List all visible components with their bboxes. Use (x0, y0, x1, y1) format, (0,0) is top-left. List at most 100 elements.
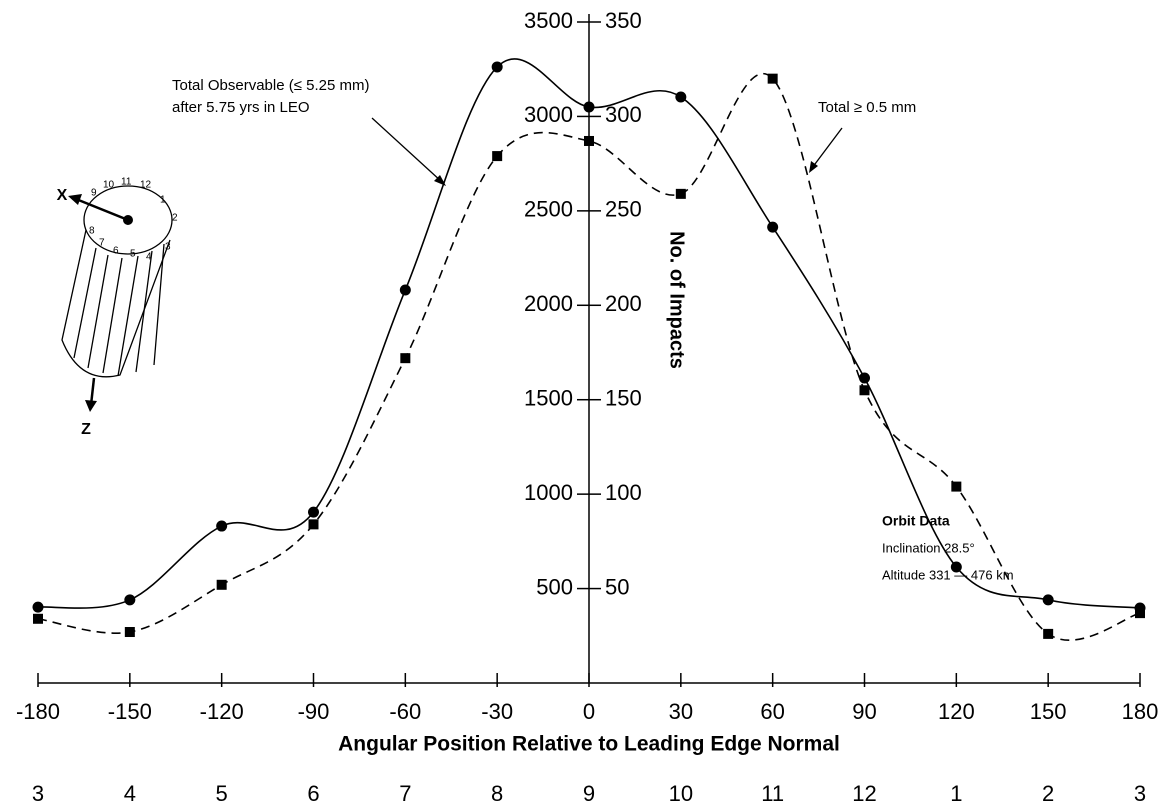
panel-number: 7 (99, 238, 105, 249)
x-axis-title: Angular Position Relative to Leading Edg… (338, 733, 840, 756)
marker (399, 284, 411, 296)
marker (124, 627, 135, 638)
marker (33, 613, 43, 624)
panel-label: 9 (583, 781, 595, 806)
center-dot (123, 215, 133, 225)
y-tick-label: 3500 (524, 8, 573, 33)
panel-number: 4 (146, 252, 152, 263)
panel-label: 4 (124, 781, 136, 806)
annotation: Total Observable (≤ 5.25 mm) (172, 77, 369, 94)
marker (950, 561, 962, 573)
marker (859, 385, 870, 396)
x-tick-label: 180 (1122, 699, 1159, 724)
y2-tick-label: 300 (605, 102, 642, 127)
cylinder-diagram (61, 185, 173, 406)
x-tick-label: 30 (669, 699, 693, 724)
panel-number: 11 (121, 177, 132, 188)
arrow (811, 127, 843, 169)
y-tick-label: 500 (536, 574, 573, 599)
panel-number: 2 (172, 213, 178, 224)
panel-label: 1 (950, 781, 962, 806)
marker (859, 372, 870, 384)
annotation: Orbit Data (882, 513, 950, 529)
y-tick-label: 1500 (524, 386, 573, 411)
panel-number: 5 (130, 249, 136, 260)
marker (492, 151, 503, 162)
marker (216, 579, 227, 590)
x-tick-label: -120 (200, 699, 244, 724)
arrow-head (809, 161, 818, 173)
y2-tick-label: 200 (605, 291, 642, 316)
annotation: Altitude 331 — 476 km (882, 567, 1014, 582)
marker (308, 519, 319, 530)
marker (767, 73, 778, 84)
marker (124, 594, 136, 606)
y2-tick-label: 350 (605, 8, 642, 33)
panel-number: 1 (160, 195, 166, 206)
x-tick-label: 60 (760, 699, 784, 724)
annotation: Total ≥ 0.5 mm (818, 99, 916, 116)
x-tick-label: 150 (1030, 699, 1067, 724)
axis-label: X (57, 187, 68, 204)
panel-number: 8 (89, 226, 95, 237)
y-tick-label: 2000 (524, 291, 573, 316)
x-tick-label: -180 (16, 699, 60, 724)
x-tick-label: -90 (298, 699, 330, 724)
panel-label: 3 (1134, 781, 1146, 806)
panel-label: 5 (216, 781, 228, 806)
marker (584, 135, 594, 146)
marker (491, 61, 503, 73)
panel-label: 12 (852, 781, 876, 806)
marker (583, 101, 595, 113)
x-tick-label: -60 (389, 699, 421, 724)
panel-number: 12 (140, 180, 152, 191)
y-tick-label: 3000 (524, 102, 573, 127)
marker (308, 506, 319, 518)
y-axis-title: No. of Impacts (666, 231, 688, 369)
panel-lines (73, 243, 165, 377)
cylinder-top (83, 185, 173, 255)
y-tick-label: 2500 (524, 197, 573, 222)
panel-label: 11 (761, 781, 784, 806)
arrow-head (68, 194, 82, 205)
arrow (371, 117, 443, 183)
x-tick-label: 90 (852, 699, 876, 724)
annotation: Inclination 28.5° (882, 540, 975, 555)
y2-tick-label: 50 (605, 574, 629, 599)
marker (675, 91, 687, 103)
annotation: after 5.75 yrs in LEO (172, 99, 310, 116)
y2-tick-label: 150 (605, 386, 642, 411)
marker (767, 221, 779, 233)
x-tick-label: 0 (583, 699, 595, 724)
panel-label: 10 (669, 781, 693, 806)
x-tick-label: -30 (481, 699, 513, 724)
y-tick-label: 1000 (524, 480, 573, 505)
x-tick-label: -150 (108, 699, 152, 724)
z-arrow (89, 377, 96, 406)
series-line (37, 58, 1141, 609)
y2-tick-label: 100 (605, 480, 642, 505)
panel-number: 10 (103, 180, 115, 191)
y2-tick-label: 250 (605, 197, 642, 222)
panel-label: 2 (1042, 781, 1054, 806)
marker (1043, 628, 1054, 639)
panel-number: 6 (113, 246, 119, 257)
panel-label: 3 (32, 781, 44, 806)
panel-label: 7 (399, 781, 411, 806)
cylinder-body (61, 229, 171, 378)
axis-label: Z (81, 421, 91, 438)
x-tick-label: 120 (938, 699, 975, 724)
marker (216, 520, 228, 532)
marker (675, 188, 686, 199)
panel-number: 9 (91, 188, 97, 199)
marker (32, 601, 44, 613)
panel-number: 3 (165, 242, 171, 253)
marker (1042, 594, 1054, 606)
arrow-head (85, 400, 97, 412)
marker (951, 481, 962, 492)
marker (1135, 608, 1145, 619)
panel-label: 6 (307, 781, 319, 806)
panel-label: 8 (491, 781, 503, 806)
x-arrow (75, 197, 129, 222)
